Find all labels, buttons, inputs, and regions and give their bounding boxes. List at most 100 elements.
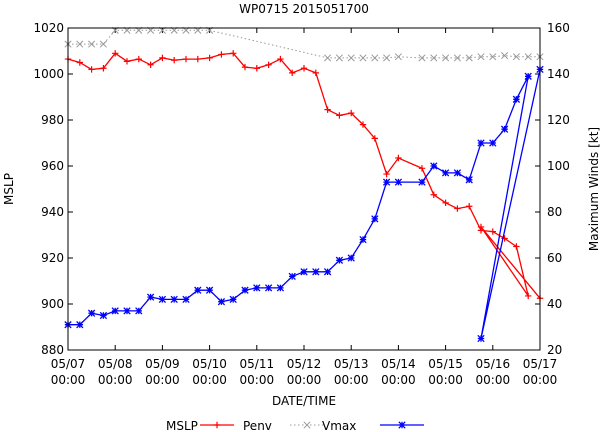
x-tick-label: 00:00 — [51, 373, 86, 387]
data-point — [383, 170, 390, 178]
data-point — [312, 268, 320, 276]
data-point — [465, 54, 473, 62]
x-tick-label: 05/14 — [381, 357, 416, 371]
y-tick-label: 960 — [41, 159, 64, 173]
data-point — [288, 272, 296, 281]
y2-axis-label: Maximum Winds [kt] — [587, 127, 601, 251]
data-point — [217, 298, 226, 306]
data-point — [99, 311, 108, 320]
plot-frame — [67, 27, 541, 351]
data-point — [229, 295, 237, 304]
legend: MSLP Penv Vmax — [166, 419, 424, 432]
data-point — [171, 57, 178, 64]
x-tick-label: 05/15 — [428, 357, 463, 371]
data-point — [430, 162, 438, 170]
data-point — [430, 191, 437, 198]
data-point — [335, 54, 343, 62]
data-point — [182, 55, 190, 63]
y-tick-label: 900 — [41, 297, 64, 311]
data-point — [383, 54, 391, 62]
data-point — [205, 286, 214, 294]
y2-tick-label: 60 — [547, 251, 562, 265]
x-tick-label: 05/12 — [287, 357, 322, 371]
x-tick-label: 00:00 — [334, 373, 369, 387]
data-point — [512, 53, 520, 61]
data-point — [112, 50, 119, 57]
y-tick-label: 920 — [41, 251, 64, 265]
y2-tick-label: 40 — [547, 297, 562, 311]
y-axis-label: MSLP — [2, 173, 16, 205]
data-point — [418, 54, 426, 62]
y2-tick-label: 160 — [547, 21, 570, 35]
x-tick-label: 05/17 — [523, 357, 558, 371]
data-point — [477, 139, 485, 147]
data-point — [206, 54, 213, 62]
data-point — [513, 243, 520, 250]
data-point — [135, 55, 142, 63]
data-point — [335, 256, 344, 264]
data-point — [182, 295, 190, 304]
data-point — [289, 69, 296, 77]
legend-label: Vmax — [322, 419, 356, 432]
data-point — [418, 178, 426, 186]
data-point — [359, 121, 367, 128]
data-point — [371, 135, 378, 142]
data-point — [312, 69, 319, 77]
x-tick-label: 00:00 — [287, 373, 322, 387]
y-tick-label: 980 — [41, 113, 64, 127]
data-point — [442, 199, 449, 206]
x-tick-label: 00:00 — [240, 373, 275, 387]
data-point — [158, 295, 167, 304]
data-point — [88, 66, 95, 73]
data-point — [512, 95, 521, 103]
data-point — [147, 61, 154, 68]
data-point — [477, 53, 485, 61]
y-tick-label: 1000 — [33, 67, 64, 81]
x-tick-label: 00:00 — [428, 373, 463, 387]
data-point — [359, 235, 367, 244]
legend-marker — [213, 421, 221, 429]
grid-and-ticks: 05/07 00:00 05/08 00:00 05/09 00:00 05/10 00:00… — [33, 21, 569, 387]
y2-tick-label: 100 — [547, 159, 570, 173]
data-point — [442, 54, 450, 62]
x-tick-label: 00:00 — [523, 373, 558, 387]
data-point — [300, 65, 308, 72]
data-point — [382, 178, 391, 186]
legend-marker — [303, 421, 311, 429]
y-tick-label: 1020 — [33, 21, 64, 35]
data-point — [359, 54, 367, 62]
x-tick-label: 00:00 — [381, 373, 416, 387]
data-point — [135, 307, 143, 315]
data-point — [324, 106, 331, 113]
x-tick-label: 00:00 — [476, 373, 511, 387]
data-point — [99, 40, 107, 48]
chart-title: WP0715 2015051700 — [239, 2, 369, 16]
data-point — [371, 54, 379, 62]
data-point — [170, 295, 178, 304]
x-tick-label: 05/10 — [192, 357, 227, 371]
data-point — [453, 54, 461, 62]
y-tick-label: 880 — [41, 343, 64, 357]
data-point — [300, 268, 308, 276]
x-tick-label: 00:00 — [145, 373, 180, 387]
x-tick-label: 05/11 — [240, 357, 275, 371]
y2-tick-label: 120 — [547, 113, 570, 127]
data-point — [265, 61, 272, 68]
data-point — [264, 284, 273, 292]
data-point — [194, 286, 202, 294]
x-tick-label: 05/07 — [51, 357, 86, 371]
data-point — [76, 321, 84, 329]
data-point — [146, 293, 155, 301]
data-point — [88, 40, 96, 48]
data-point — [454, 205, 461, 212]
data-point — [253, 65, 260, 72]
data-point — [100, 65, 107, 72]
data-point — [394, 53, 402, 61]
y2-tick-label: 140 — [547, 67, 570, 81]
y2-tick-label: 20 — [547, 343, 562, 357]
data-point — [395, 154, 402, 162]
series-line-penv — [67, 52, 541, 299]
data-point — [347, 254, 355, 262]
data-point — [241, 286, 249, 294]
